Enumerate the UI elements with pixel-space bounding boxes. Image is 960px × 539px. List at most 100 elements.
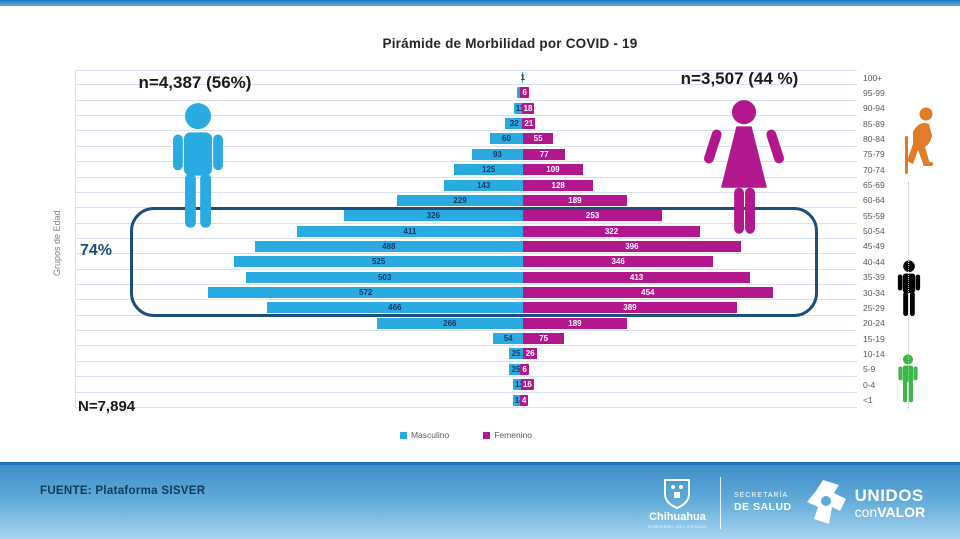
bar-female-30-34: 454	[523, 287, 773, 299]
gridline	[75, 391, 857, 393]
age-group-label: 100+	[863, 72, 883, 83]
bar-value: 11	[513, 102, 527, 114]
bar-female-70-74: 109	[523, 164, 583, 176]
bar-value: 32	[509, 119, 519, 129]
legend-item-female: Femenino	[483, 430, 532, 440]
gridline	[75, 84, 857, 86]
bar-value: 55	[533, 134, 543, 144]
age-group-label: 5-9	[863, 364, 876, 375]
bar-value: 26	[525, 349, 535, 359]
age-group-label: 0-4	[863, 379, 876, 390]
bar-female-80-84: 55	[523, 133, 554, 145]
bar-value: 413	[629, 272, 644, 282]
bar-male-20-24: 266	[376, 317, 523, 329]
bar-value: 21	[522, 118, 536, 130]
bar-female-25-29: 389	[523, 302, 737, 314]
bar-value: 488	[382, 241, 396, 251]
bar-male-55-59: 326	[343, 210, 523, 222]
health-ministry-logo: SECRETARÍA DE SALUD	[734, 492, 792, 514]
bar-male-25-29: 466	[266, 302, 523, 314]
age-group-label: 25-29	[863, 302, 885, 313]
gobierno-subtitle: GOBIERNO DEL ESTADO	[648, 524, 707, 529]
female-legend-swatch	[483, 431, 491, 439]
unidos-con-valor-logo: UNIDOS conVALOR	[805, 478, 925, 528]
gridline	[75, 191, 857, 193]
age-group-label: 20-24	[863, 318, 885, 329]
y-axis-label: Grupos de Edad	[52, 210, 62, 276]
bar-female-35-39: 413	[523, 271, 751, 283]
gridline	[75, 115, 857, 117]
bar-value: 525	[371, 257, 386, 267]
top-accent-strip	[0, 0, 960, 6]
bar-male-<1: 14	[512, 394, 526, 406]
pyramid-row-90-94: 11 18 90-94	[75, 101, 905, 117]
bar-value: 189	[568, 318, 582, 328]
bar-value: 572	[359, 288, 373, 298]
bar-value: 60	[502, 134, 511, 144]
bar-male-10-14: 25	[509, 348, 523, 360]
pyramid-row-50-54: 411 322 50-54	[75, 224, 905, 239]
bar-male-40-44: 525	[234, 256, 523, 268]
adult-figure-icon	[897, 260, 921, 317]
bar-male-30-34: 572	[208, 287, 523, 299]
legend-item-male: Masculino	[399, 430, 450, 440]
male-legend-label: Masculino	[410, 430, 450, 440]
pyramid-row-10-14: 25 26 10-14	[75, 346, 905, 362]
bar-value: 125	[481, 165, 496, 175]
pyramid-row-5-9: 25 6 5-9	[75, 362, 905, 378]
gridline	[75, 237, 857, 239]
pyramid-row-95-99: 5695-99	[75, 85, 905, 101]
gridline	[75, 222, 857, 224]
age-group-label: 10-14	[863, 348, 885, 359]
age-group-label: 65-69	[863, 180, 885, 191]
gridline	[75, 176, 857, 178]
bar-female-20-24: 189	[523, 317, 627, 329]
bar-value: 389	[623, 303, 637, 313]
highlight-percentage: 74%	[80, 242, 113, 259]
pyramid-row-30-34: 572 454 30-34	[75, 285, 905, 301]
female-legend-label: Femenino	[494, 430, 533, 440]
de-salud-label: DE SALUD	[733, 500, 792, 513]
bar-male-5-9: 25	[509, 363, 523, 375]
bar-value: 143	[476, 180, 491, 190]
bar-value: 466	[388, 303, 402, 313]
bar-value: 14	[512, 394, 526, 406]
bar-value: 109	[546, 165, 560, 175]
bar-female-55-59: 253	[523, 210, 663, 222]
male-figure-icon	[173, 103, 223, 228]
gridline	[75, 360, 857, 362]
bar-value: 128	[551, 180, 565, 190]
bar-male-90-94: 11	[513, 102, 527, 114]
bar-value: 454	[641, 288, 655, 298]
female-figure-icon	[703, 100, 785, 234]
bar-value: 13	[512, 379, 526, 391]
bar-male-0-4: 13	[512, 379, 526, 391]
bar-value: 93	[492, 149, 502, 159]
age-group-label: 75-79	[863, 149, 885, 160]
bar-female-40-44: 346	[523, 256, 714, 268]
bar-male-75-79: 93	[471, 148, 523, 160]
pyramid-row-<1: 144 <1	[75, 393, 905, 408]
bar-female-50-54: 322	[523, 225, 701, 237]
bar-female-60-64: 189	[523, 194, 627, 206]
highlight-rectangle	[130, 207, 818, 317]
bar-male-15-19: 54	[493, 333, 523, 345]
bar-value: 25	[509, 348, 523, 360]
age-group-label: 40-44	[863, 256, 885, 267]
pyramid-row-80-84: 60 55 80-84	[75, 131, 905, 147]
bar-female-75-79: 77	[523, 148, 566, 160]
bar-female-65-69: 128	[523, 179, 594, 191]
gridline	[75, 376, 857, 378]
female-total-annotation: n=3,507 (44 %)	[680, 69, 799, 88]
gridline	[75, 161, 857, 163]
gridline	[75, 330, 857, 332]
bar-male-100+: 1	[520, 72, 525, 83]
bar-value: 503	[377, 272, 392, 282]
bar-male-35-39: 503	[246, 271, 523, 283]
bar-value: 54	[503, 334, 513, 344]
age-group-label: 15-19	[863, 333, 885, 344]
age-group-label: 95-99	[863, 87, 885, 98]
pyramid-row-40-44: 525 346 40-44	[75, 254, 905, 270]
age-group-label: 60-64	[863, 195, 885, 206]
